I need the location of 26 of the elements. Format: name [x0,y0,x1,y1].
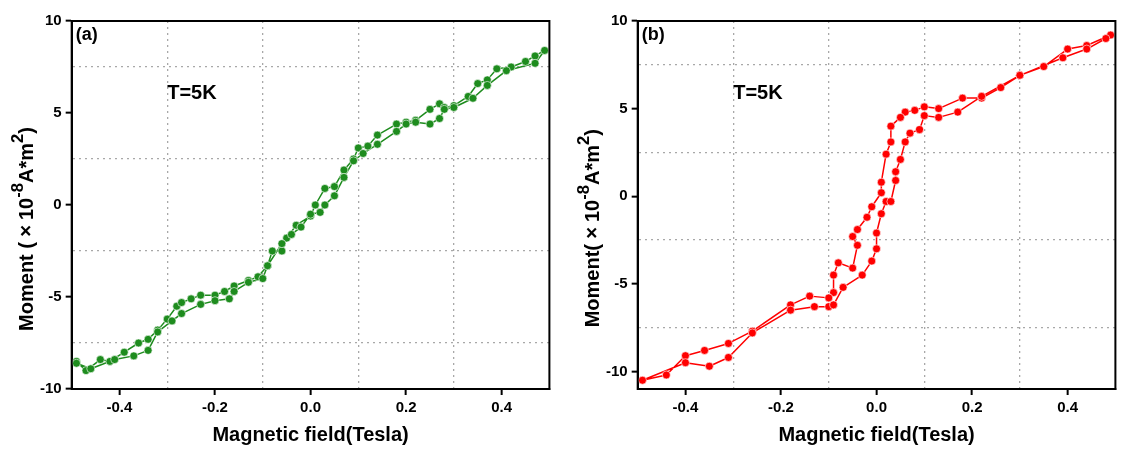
x-tick-label: 0.4 [491,398,513,416]
y-tick-label: -5 [48,287,62,305]
y-tick-label: 5 [53,103,62,121]
annotation: T=5K [167,81,218,104]
y-tick-label: -10 [39,379,62,397]
y-tick-label: 10 [610,11,628,29]
x-tick-label: 0.4 [1057,398,1079,416]
x-axis-title: Magnetic field(Tesla) [212,422,409,445]
annotation: T=5K [733,81,784,104]
x-tick-label: 0.0 [300,398,321,416]
x-tick-label: -0.2 [768,398,794,416]
x-tick-label: -0.4 [106,398,134,416]
x-tick-label: 0.0 [866,398,887,416]
y-tick-label: 5 [619,98,628,116]
annotation: (b) [641,23,665,44]
x-tick-label: -0.2 [202,398,228,416]
x-axis-title: Magnetic field(Tesla) [778,422,975,445]
y-tick-label: 0 [619,186,628,204]
x-tick-label: 0.2 [961,398,983,416]
annotation: (a) [75,23,98,44]
x-tick-label: 0.2 [395,398,417,416]
y-tick-label: 10 [44,11,62,29]
y-tick-label: -5 [614,274,628,291]
y-tick-label: 0 [53,195,62,213]
y-tick-label: -10 [605,361,628,379]
x-tick-label: -0.4 [672,398,700,416]
